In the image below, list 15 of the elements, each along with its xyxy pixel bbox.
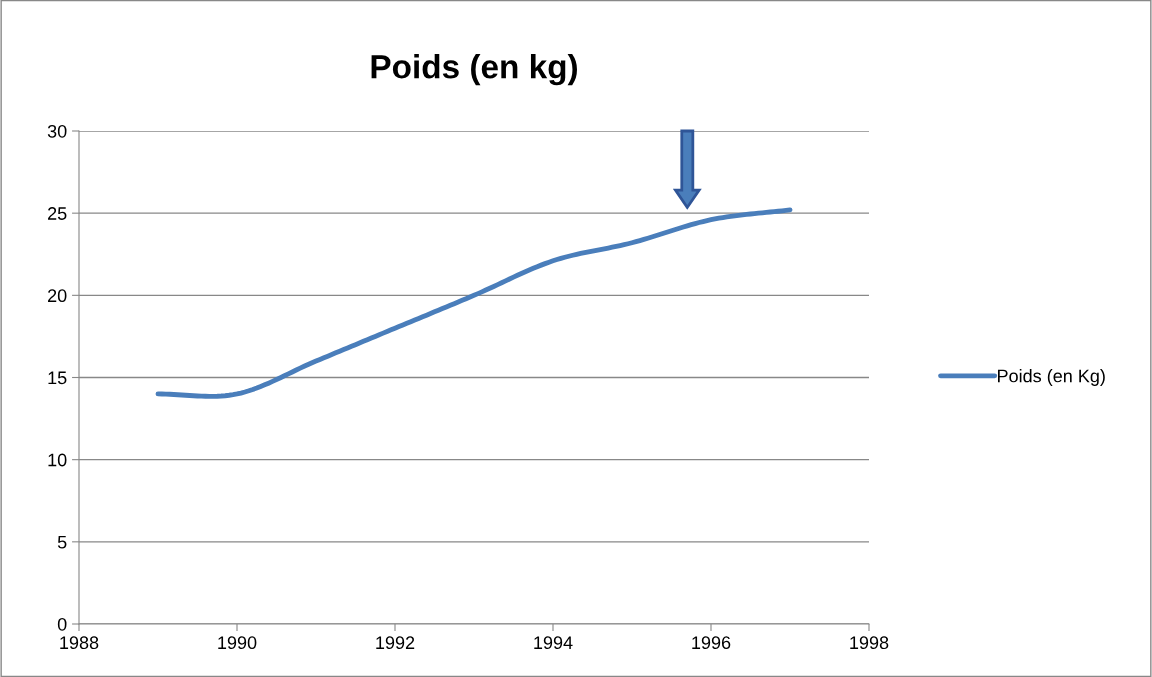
y-tick-label: 5 — [57, 535, 67, 549]
chart-title: Poids (en kg) — [371, 54, 577, 86]
y-tick-label: 10 — [48, 453, 67, 467]
legend-label: Poids (en Kg) — [998, 369, 1105, 386]
x-tick-label: 1990 — [218, 636, 257, 650]
x-tick-label: 1994 — [534, 636, 573, 650]
x-tick-label: 1996 — [692, 636, 731, 650]
y-tick-label: 0 — [57, 617, 67, 631]
x-tick-label: 1988 — [60, 636, 99, 650]
x-tick-label: 1998 — [850, 636, 889, 650]
x-tick-label: 1992 — [376, 636, 415, 650]
y-tick-label: 25 — [48, 207, 67, 220]
y-tick-label: 20 — [48, 289, 67, 303]
y-tick-label: 30 — [47, 124, 67, 138]
y-tick-label: 15 — [48, 371, 67, 385]
